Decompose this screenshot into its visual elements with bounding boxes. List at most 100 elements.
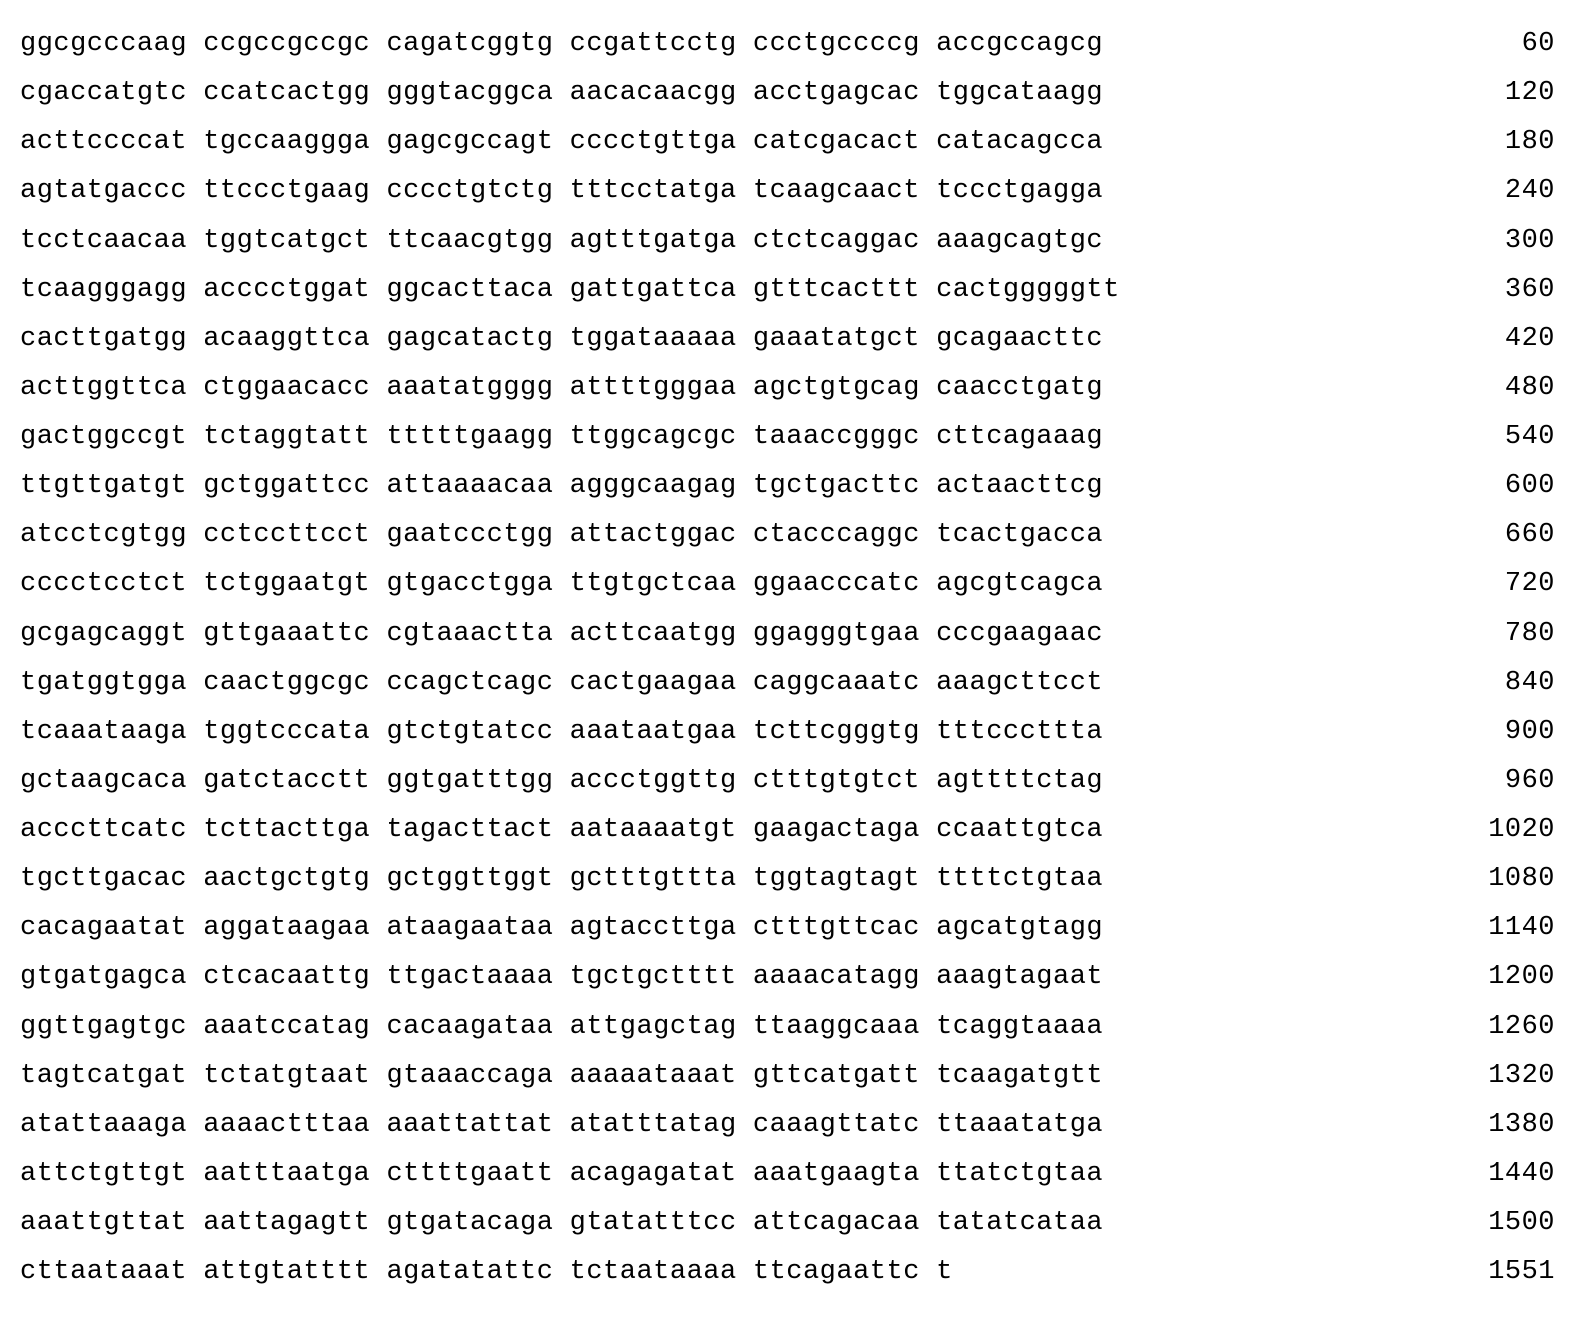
sequence-block: attgtatttt [203,1248,370,1297]
sequence-block: ctacccaggc [753,511,920,560]
sequence-block: gctggttggt [386,855,553,904]
sequence-block: cctccttcct [203,511,370,560]
sequence-row: cccctcctcttctggaatgtgtgacctggattgtgctcaa… [20,560,1555,609]
sequence-block: atcctcgtgg [20,511,187,560]
sequence-block: ccgattcctg [570,20,737,69]
sequence-block: aggataagaa [203,904,370,953]
sequence-block: ccctgccccg [753,20,920,69]
sequence-row: atcctcgtggcctccttcctgaatccctggattactggac… [20,511,1555,560]
sequence-block: accctggttg [570,757,737,806]
sequence-block: acaaggttca [203,315,370,364]
sequence-block: gattgattca [570,266,737,315]
sequence-block: acttggttca [20,364,187,413]
sequence-block: gagcgccagt [386,118,553,167]
sequence-position: 1440 [1103,1150,1555,1199]
sequence-blocks: tcaagggaggacccctggatggcacttacagattgattca… [20,266,1120,315]
sequence-block: gactggccgt [20,413,187,462]
sequence-block: cagatcggtg [386,20,553,69]
sequence-blocks: ggcgcccaagccgccgccgccagatcggtgccgattcctg… [20,20,1103,69]
sequence-row: gcgagcaggtgttgaaattccgtaaacttaacttcaatgg… [20,610,1555,659]
sequence-position: 300 [1103,217,1555,266]
sequence-row: acttccccattgccaagggagagcgccagtcccctgttga… [20,118,1555,167]
sequence-block: ccagctcagc [386,659,553,708]
sequence-block: tggtcatgct [203,217,370,266]
sequence-block: ccatcactgg [203,69,370,118]
sequence-position: 840 [1103,659,1555,708]
sequence-block: gagcatactg [386,315,553,364]
sequence-row: gtgatgagcactcacaattgttgactaaaatgctgctttt… [20,953,1555,1002]
sequence-block: ttatctgtaa [936,1150,1103,1199]
sequence-block: attctgttgt [20,1150,187,1199]
sequence-block: agttttctag [936,757,1103,806]
sequence-block: tcaagggagg [20,266,187,315]
sequence-block: aacacaacgg [570,69,737,118]
sequence-block: tgccaaggga [203,118,370,167]
sequence-block: aaaactttaa [203,1101,370,1150]
sequence-block: atattaaaga [20,1101,187,1150]
sequence-position: 480 [1103,364,1555,413]
sequence-block: agtaccttga [570,904,737,953]
sequence-position: 1200 [1103,953,1555,1002]
sequence-block: tcaggtaaaa [936,1003,1103,1052]
sequence-block: aaaaataaat [570,1052,737,1101]
sequence-block: gctttgttta [570,855,737,904]
sequence-block: caggcaaatc [753,659,920,708]
sequence-block: cccctgttga [570,118,737,167]
sequence-blocks: tgcttgacacaactgctgtggctggttggtgctttgttta… [20,855,1103,904]
sequence-blocks: aaattgttataattagagttgtgatacagagtatatttcc… [20,1199,1103,1248]
sequence-position: 1140 [1103,904,1555,953]
sequence-block: tctatgtaat [203,1052,370,1101]
sequence-block: ttcaacgtgg [386,217,553,266]
sequence-block: actaacttcg [936,462,1103,511]
sequence-block: acagagatat [570,1150,737,1199]
sequence-position: 660 [1103,511,1555,560]
sequence-blocks: agtatgaccc ttccctgaag cccctgtctg tttcctatga… [20,167,1103,216]
sequence-blocks: ttgttgatgtgctggattccattaaaacaaagggcaagag… [20,462,1103,511]
sequence-block: attactggac [570,511,737,560]
sequence-position: 1320 [1103,1052,1555,1101]
sequence-block: gtatatttcc [570,1199,737,1248]
sequence-row: cacttgatggacaaggttcagagcatactgtggataaaaa… [20,315,1555,364]
sequence-block: gtctgtatcc [386,708,553,757]
sequence-row: cgaccatgtcccatcactgggggtacggcaaacacaacgg… [20,69,1555,118]
sequence-blocks: gtgatgagcactcacaattgttgactaaaatgctgctttt… [20,953,1103,1002]
sequence-blocks: tcaaataagatggtcccatagtctgtatccaaataatgaa… [20,708,1103,757]
sequence-block: tttcctatga [570,167,737,216]
sequence-block: ttccctgaag [203,167,370,216]
sequence-block: ggttgagtgc [20,1003,187,1052]
sequence-block: agggcaagag [570,462,737,511]
sequence-block: aaataatgaa [570,708,737,757]
sequence-block: tttttgaagg [386,413,553,462]
sequence-block: agtatgaccc [20,167,187,216]
sequence-blocks: attctgttgtaatttaatgacttttgaattacagagatat… [20,1150,1103,1199]
sequence-row: tcaaataagatggtcccatagtctgtatccaaataatgaa… [20,708,1555,757]
sequence-blocks: tgatggtggacaactggcgcccagctcagccactgaagaa… [20,659,1103,708]
sequence-blocks: acttggttcactggaacaccaaatatggggattttgggaa… [20,364,1103,413]
sequence-position: 420 [1103,315,1555,364]
sequence-listing: ggcgcccaagccgccgccgccagatcggtgccgattcctg… [20,20,1555,1297]
sequence-blocks: ggttgagtgcaaatccatagcacaagataaattgagctag… [20,1003,1103,1052]
sequence-block: aattagagtt [203,1199,370,1248]
sequence-block: cacttgatgg [20,315,187,364]
sequence-blocks: tagtcatgattctatgtaatgtaaaccagaaaaaataaat… [20,1052,1103,1101]
sequence-block: attaaaacaa [386,462,553,511]
sequence-block: cccgaagaac [936,610,1103,659]
sequence-block: cacagaatat [20,904,187,953]
sequence-block: tcttcgggtg [753,708,920,757]
sequence-block: ctttgttcac [753,904,920,953]
sequence-block: tggcataagg [936,69,1103,118]
sequence-blocks: cacagaatataggataagaaataagaataaagtaccttga… [20,904,1103,953]
sequence-blocks: atcctcgtggcctccttcctgaatccctggattactggac… [20,511,1103,560]
sequence-block: aaagtagaat [936,953,1103,1002]
sequence-block: cccctgtctg [386,167,553,216]
sequence-block: tgctgctttt [570,953,737,1002]
sequence-block: gctggattcc [203,462,370,511]
sequence-row: ggttgagtgcaaatccatagcacaagataaattgagctag… [20,1003,1555,1052]
sequence-position: 1020 [1103,806,1555,855]
sequence-block: gcgagcaggt [20,610,187,659]
sequence-block: ttgactaaaa [386,953,553,1002]
sequence-block: ttttctgtaa [936,855,1103,904]
sequence-block: caacctgatg [936,364,1103,413]
sequence-block: gttcatgatt [753,1052,920,1101]
sequence-block: tggtagtagt [753,855,920,904]
